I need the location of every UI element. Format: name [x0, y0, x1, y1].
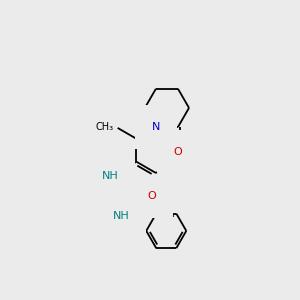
Text: NH: NH [112, 211, 129, 221]
Text: N: N [152, 122, 160, 132]
Text: NH: NH [102, 172, 119, 182]
Text: O: O [174, 147, 182, 157]
Text: O: O [148, 191, 156, 201]
Text: CH₃: CH₃ [95, 122, 113, 132]
